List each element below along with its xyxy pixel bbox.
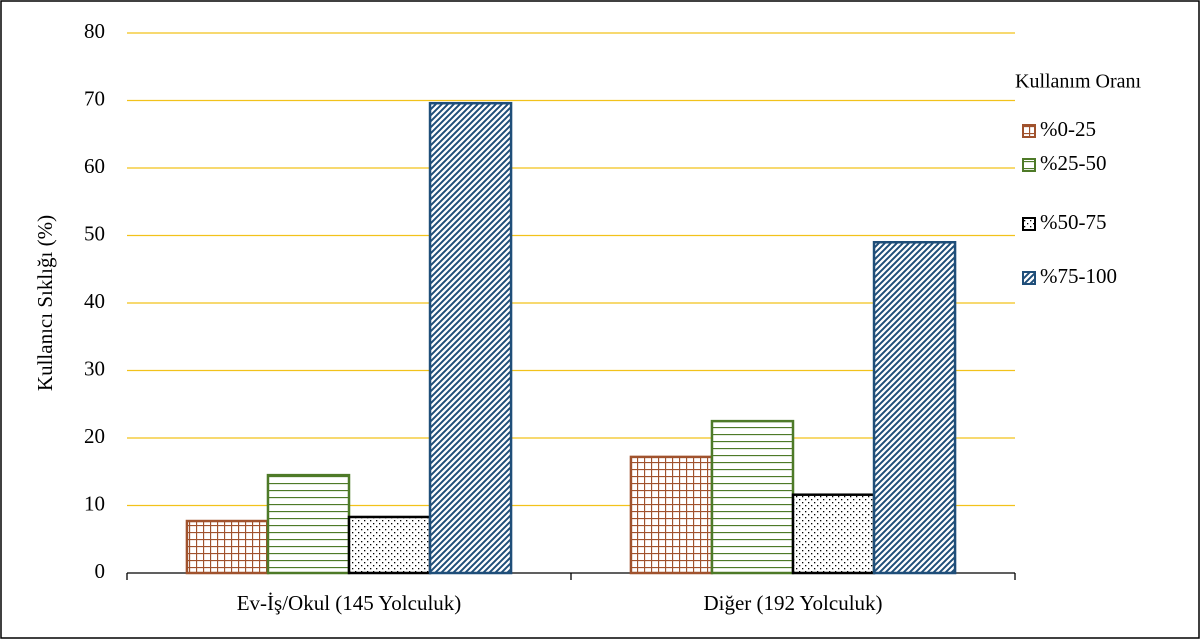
- y-tick-label: 70: [84, 86, 105, 110]
- bar: [791, 493, 876, 575]
- legend-swatch: [1022, 271, 1036, 285]
- y-tick-label: 0: [95, 559, 106, 583]
- bar: [872, 241, 957, 575]
- legend-swatch: [1022, 217, 1036, 231]
- bar: [428, 101, 513, 575]
- y-tick-label: 30: [84, 356, 105, 380]
- y-axis-label: Kullanıcı Sıklığı (%): [33, 215, 57, 391]
- bar: [185, 519, 270, 575]
- x-tick-label: Diğer (192 Yolculuk): [703, 591, 882, 615]
- bar: [266, 473, 351, 575]
- y-tick-label: 60: [84, 154, 105, 178]
- legend-label: %0-25: [1040, 117, 1096, 141]
- y-tick-label: 80: [84, 19, 105, 43]
- legend-title: Kullanım Oranı: [1015, 71, 1142, 93]
- legend-swatch: [1022, 124, 1036, 138]
- bar: [710, 419, 795, 575]
- y-tick-label: 50: [84, 221, 105, 245]
- bar: [347, 515, 432, 575]
- x-tick-label: Ev-İş/Okul (145 Yolculuk): [237, 591, 462, 615]
- legend-swatch: [1022, 158, 1036, 172]
- y-tick-label: 40: [84, 289, 105, 313]
- y-tick-label: 20: [84, 424, 105, 448]
- legend-label: %50-75: [1040, 210, 1107, 234]
- legend-label: %25-50: [1040, 151, 1107, 175]
- y-tick-label: 10: [84, 491, 105, 515]
- bar: [629, 455, 714, 575]
- legend-label: %75-100: [1040, 264, 1117, 288]
